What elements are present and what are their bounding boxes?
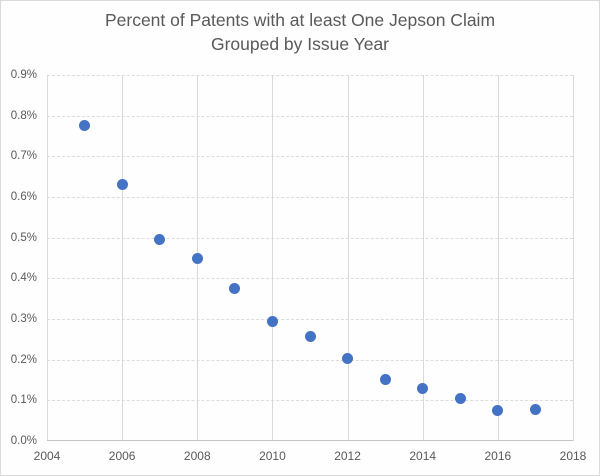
data-point	[529, 404, 541, 416]
y-gridline	[47, 156, 573, 158]
y-gridline	[47, 197, 573, 198]
x-axis-tick-label: 2014	[409, 449, 437, 463]
data-point	[191, 252, 203, 264]
x-axis-tick-label: 2016	[484, 449, 512, 463]
x-axis-tick-label: 2006	[108, 449, 136, 463]
x-axis-line	[47, 440, 573, 441]
y-gridline	[47, 359, 573, 361]
data-point	[454, 392, 466, 404]
y-axis-tick-label: 0.8%	[10, 109, 37, 122]
chart-title-line2: Grouped by Issue Year	[210, 34, 390, 54]
x-gridline	[122, 75, 124, 441]
chart-title-line1: Percent of Patents with at least One Jep…	[104, 10, 496, 30]
y-gridline	[47, 75, 573, 76]
y-gridline	[47, 319, 573, 320]
x-gridline	[573, 75, 574, 441]
x-gridline	[422, 75, 424, 441]
data-point	[154, 234, 166, 246]
data-point	[79, 120, 91, 132]
data-point	[229, 283, 241, 294]
x-axis-tick-label: 2008	[183, 449, 211, 463]
data-point	[342, 352, 354, 364]
y-axis-tick-label: 0.3%	[10, 313, 37, 325]
y-gridline	[47, 278, 573, 280]
y-axis-tick-label: 0.0%	[10, 435, 37, 447]
data-point	[266, 316, 278, 328]
y-axis-tick-label: 0.5%	[10, 231, 37, 244]
x-axis-tick-label: 2010	[259, 449, 286, 463]
y-gridline	[47, 115, 573, 117]
y-axis-tick-label: 0.1%	[10, 394, 37, 407]
y-gridline	[47, 400, 573, 402]
y-axis-tick-label: 0.7%	[10, 150, 37, 163]
y-axis-tick-label: 0.6%	[10, 191, 37, 203]
x-gridline	[347, 75, 349, 441]
y-gridline	[47, 237, 573, 239]
x-gridline	[497, 75, 499, 441]
chart-title: Percent of Patents with at least One Jep…	[1, 8, 599, 56]
data-point	[379, 374, 391, 386]
data-point	[417, 383, 429, 395]
plot-area	[47, 75, 574, 441]
data-point	[304, 331, 316, 343]
x-axis-tick-label: 2018	[559, 449, 587, 463]
data-point	[492, 405, 504, 416]
y-axis-tick-label: 0.9%	[10, 69, 37, 81]
y-axis-tick-label: 0.2%	[10, 353, 37, 366]
x-gridline	[272, 75, 274, 441]
data-point	[116, 179, 128, 191]
y-axis-tick-label: 0.4%	[10, 272, 37, 285]
x-axis-tick-label: 2012	[334, 449, 361, 463]
x-gridline	[47, 75, 48, 441]
x-axis-tick-label: 2004	[33, 449, 61, 463]
